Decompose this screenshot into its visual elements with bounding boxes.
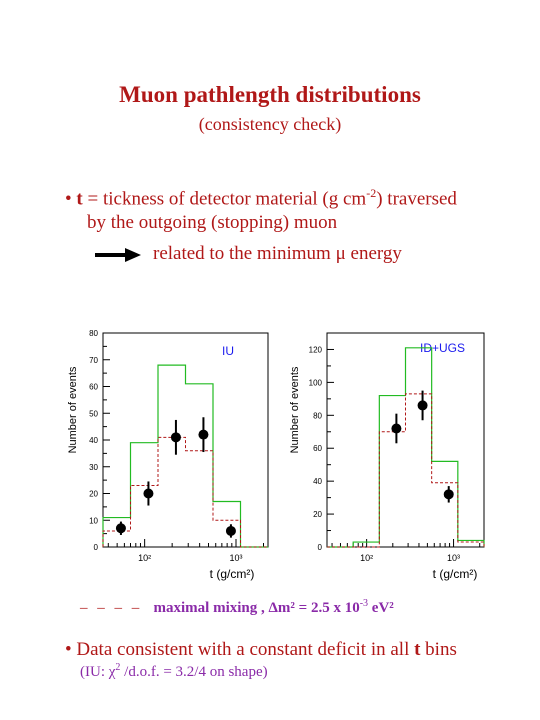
histogram-id-ugs: 0 20 40 60 80 100 120 10² 10³ Number of events t (… xyxy=(289,332,485,581)
bullet3-sup: 2 xyxy=(115,662,121,673)
y-axis-label: Number of events xyxy=(289,366,301,453)
arrow-icon xyxy=(95,248,141,262)
data-point xyxy=(143,488,154,499)
y-tick-label: 30 xyxy=(89,463,98,472)
bullet3-post: /d.o.f. = 3.2/4 on shape) xyxy=(124,664,268,680)
hist-max-mixing xyxy=(327,393,485,548)
y-tick-label: 40 xyxy=(313,477,322,486)
y-tick-label: 0 xyxy=(94,543,99,552)
y-tick-label: 20 xyxy=(313,510,322,519)
page-subtitle: (consistency check) xyxy=(198,114,342,134)
legend-formula: Δm² = 2.5 x 10 xyxy=(268,600,360,616)
hist-no-oscillation xyxy=(327,347,485,548)
histogram-iu: 0 10 20 30 40 50 60 70 80 10² 10³ Number of events t… xyxy=(67,329,269,581)
bullet2-post: bins xyxy=(425,639,457,660)
bullet1-sup: -2 xyxy=(366,186,377,200)
bullet3-pre: (IU: χ xyxy=(80,664,116,680)
y-tick-label: 10 xyxy=(89,516,98,525)
x-tick-label: 10³ xyxy=(447,553,460,563)
legend-dash-line: – – – – xyxy=(80,600,143,616)
t-symbol: t xyxy=(76,188,83,210)
x-tick-label: 10³ xyxy=(229,553,242,563)
legend-exp: -3 xyxy=(359,598,369,609)
page-title: Muon pathlength distributions xyxy=(119,82,421,107)
chi2-note: (IU: χ2 /d.o.f. = 3.2/4 on shape) xyxy=(80,662,268,681)
bullet1-line2: by the outgoing (stopping) muon xyxy=(87,212,338,234)
y-tick-label: 70 xyxy=(89,356,98,365)
y-tick-label: 60 xyxy=(89,383,98,392)
bullet1-line1: = tickness of detector material (g cm xyxy=(87,188,367,210)
x-axis-label: t (g/cm²) xyxy=(433,567,478,581)
y-tick-label: 50 xyxy=(89,409,98,418)
data-point xyxy=(225,525,236,536)
plot-label: IU xyxy=(222,344,234,358)
y-tick-label: 60 xyxy=(313,444,322,453)
x-axis-label: t (g/cm²) xyxy=(210,567,255,581)
bullet-thickness: • t = tickness of detector material (g c… xyxy=(65,181,535,235)
legend-oscillation: – – – – maximal mixing , Δm² = 2.5 x 10-… xyxy=(80,598,394,617)
legend-text: maximal mixing , xyxy=(153,600,265,616)
y-tick-label: 100 xyxy=(309,378,323,387)
y-tick-label: 0 xyxy=(318,543,323,552)
data-point xyxy=(170,432,181,443)
y-tick-label: 120 xyxy=(309,345,323,354)
y-tick-label: 80 xyxy=(89,329,98,338)
legend-unit: eV² xyxy=(371,600,394,616)
x-tick-label: 10² xyxy=(138,553,151,563)
y-tick-label: 40 xyxy=(89,436,98,445)
y-axis-label: Number of events xyxy=(67,366,79,453)
data-point xyxy=(391,423,402,434)
hist-max-mixing xyxy=(102,436,268,548)
data-point xyxy=(443,489,454,500)
bullet2-bold: t xyxy=(414,639,421,660)
bullet-consistency: • Data consistent with a constant defici… xyxy=(65,639,457,660)
hist-no-oscillation xyxy=(102,364,268,548)
plot-frame xyxy=(326,332,485,548)
x-tick-label: 10² xyxy=(360,553,373,563)
arrow-text: related to the minimum μ energy xyxy=(153,243,402,264)
data-point xyxy=(417,400,428,411)
y-tick-label: 20 xyxy=(89,490,98,499)
bullet2-pre: Data consistent with a constant deficit … xyxy=(76,639,410,660)
data-point xyxy=(115,523,126,534)
y-tick-label: 80 xyxy=(313,411,322,420)
data-point xyxy=(198,429,209,440)
bullet1-line1-end: ) traversed xyxy=(376,188,457,210)
